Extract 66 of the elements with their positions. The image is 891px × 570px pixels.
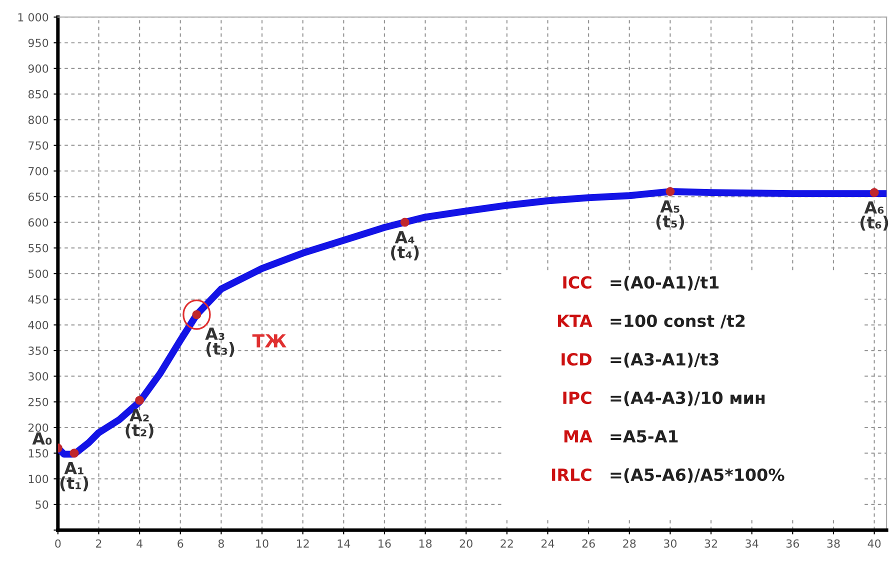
annotation: MA xyxy=(564,430,592,442)
y-tick-label: 150 xyxy=(28,449,48,458)
y-tick-label: 200 xyxy=(28,423,48,432)
y-tick-label: 650 xyxy=(28,192,48,202)
annotation: A₆ (t₆) xyxy=(860,201,888,231)
point xyxy=(400,218,410,227)
point xyxy=(666,187,675,196)
x-tick-label: 34 xyxy=(746,539,758,548)
x-tick-label: 2 xyxy=(96,539,102,548)
y-tick-label: 1 000 xyxy=(18,13,48,22)
annotation: =(A4-A3)/10 мин xyxy=(610,391,765,406)
annotation: ICD xyxy=(562,353,592,366)
y-tick-label: 450 xyxy=(28,295,48,304)
y-tick-label: 50 xyxy=(36,500,48,509)
x-tick-label: 12 xyxy=(296,539,309,548)
x-tick-label: 36 xyxy=(786,539,800,548)
x-tick-label: 10 xyxy=(256,539,268,548)
annotation: A₂ (t₂) xyxy=(126,409,154,438)
y-tick-label: 950 xyxy=(28,38,48,48)
point xyxy=(870,188,879,198)
x-tick-label: 28 xyxy=(623,539,636,548)
x-tick-label: 30 xyxy=(664,539,677,548)
y-tick-label: 800 xyxy=(28,116,48,124)
x-tick-label: 0 xyxy=(55,539,61,548)
y-tick-label: 600 xyxy=(28,218,48,227)
annotation: A₃ (t₃) xyxy=(205,328,234,357)
x-tick-label: 32 xyxy=(704,539,717,548)
x-tick-label: 18 xyxy=(419,539,432,548)
x-tick-label: 22 xyxy=(500,539,513,548)
annotation: ТЖ xyxy=(252,334,286,348)
y-tick-label: 300 xyxy=(28,372,48,381)
y-tick-label: 550 xyxy=(28,244,48,252)
x-tick-label: 40 xyxy=(868,539,881,548)
annotation: A₄ (t₄) xyxy=(391,231,419,260)
annotation: =(A0-A1)/t1 xyxy=(610,276,719,291)
annotation: =100 const /t2 xyxy=(610,314,745,328)
y-tick-label: 700 xyxy=(28,166,48,176)
annotation: A₁ (t₁) xyxy=(60,462,88,492)
x-tick-label: 4 xyxy=(136,539,142,548)
y-tick-label: 900 xyxy=(28,64,48,73)
x-tick-label: 38 xyxy=(827,539,840,548)
y-tick-label: 100 xyxy=(28,474,48,484)
x-tick-label: 6 xyxy=(178,539,184,548)
x-tick-label: 16 xyxy=(378,539,391,548)
x-tick-label: 8 xyxy=(218,539,224,548)
annotation: A₅ (t₅) xyxy=(656,200,684,230)
annotation: IPC xyxy=(563,392,592,404)
y-tick-label: 850 xyxy=(28,90,48,98)
y-tick-label: 750 xyxy=(28,141,48,150)
annotation: =(A3-A1)/t3 xyxy=(610,352,718,368)
x-tick-label: 14 xyxy=(338,539,350,548)
y-tick-label: 400 xyxy=(28,320,48,330)
point xyxy=(135,396,144,405)
x-tick-label: 24 xyxy=(541,539,554,548)
y-tick-label: 250 xyxy=(28,398,48,406)
annotation: KTA xyxy=(558,314,592,327)
y-tick-label: 500 xyxy=(28,270,48,278)
annotation: =A5-A1 xyxy=(610,430,678,443)
x-tick-label: 26 xyxy=(582,539,595,548)
point xyxy=(70,448,79,458)
x-tick-label: 20 xyxy=(460,539,472,548)
annotation: =(A5-A6)/A5*100% xyxy=(610,468,784,484)
annotation: ICC xyxy=(563,276,592,289)
y-tick-label: 350 xyxy=(28,346,48,355)
annotation: IRLC xyxy=(552,468,592,482)
annotation: A₀ xyxy=(32,432,52,445)
